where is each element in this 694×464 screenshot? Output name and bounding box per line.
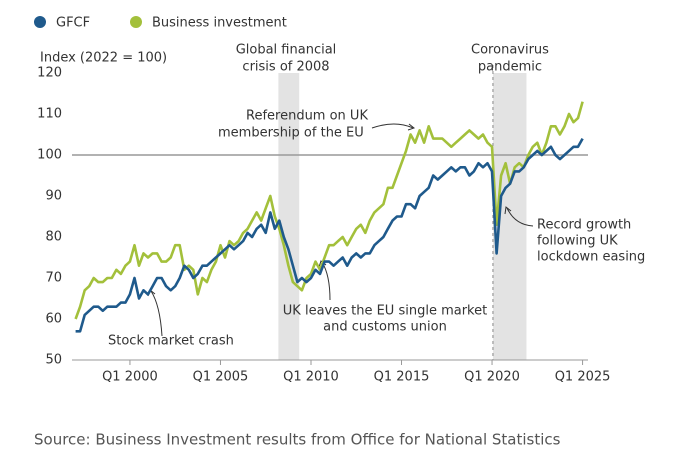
annotation: lockdown easing xyxy=(537,250,645,265)
annotation: Record growth xyxy=(537,218,631,233)
annotation: and customs union xyxy=(323,320,447,335)
x-tick-label: Q1 2025 xyxy=(555,370,611,385)
y-axis-label: Index (2022 = 100) xyxy=(40,51,167,66)
annotation: Stock market crash xyxy=(108,334,234,349)
x-tick-label: Q1 2000 xyxy=(102,370,158,385)
shaded-period xyxy=(278,73,300,360)
legend-label: Business investment xyxy=(152,16,287,31)
arrow xyxy=(506,207,534,227)
series-line xyxy=(75,137,584,333)
legend-marker xyxy=(34,16,46,28)
annotation: crisis of 2008 xyxy=(242,60,329,75)
source: Source: Business Investment results from… xyxy=(34,431,561,449)
annotation: UK leaves the EU single market xyxy=(283,304,487,319)
y-tick-label: 60 xyxy=(45,312,62,327)
series-line xyxy=(74,101,584,320)
legend-marker xyxy=(130,16,142,28)
x-tick-label: Q1 2015 xyxy=(374,370,430,385)
annotation: Referendum on UK xyxy=(246,109,368,124)
arrow xyxy=(371,123,414,129)
annotation: Global financial xyxy=(236,43,337,58)
x-tick-label: Q1 2010 xyxy=(283,370,339,385)
x-tick-label: Q1 2020 xyxy=(464,370,520,385)
y-tick-label: 50 xyxy=(45,353,62,368)
y-tick-label: 120 xyxy=(37,66,62,81)
arrow xyxy=(407,123,416,131)
arrow xyxy=(504,206,512,215)
x-tick-label: Q1 2005 xyxy=(193,370,249,385)
arrow xyxy=(150,290,163,337)
annotation: Coronavirus xyxy=(471,43,549,58)
y-tick-label: 80 xyxy=(45,230,62,245)
y-tick-label: 110 xyxy=(37,107,62,122)
annotation: membership of the EU xyxy=(218,126,364,141)
y-tick-label: 90 xyxy=(45,189,62,204)
annotation: pandemic xyxy=(478,60,542,75)
y-tick-label: 100 xyxy=(37,148,62,163)
legend-label: GFCF xyxy=(56,16,90,31)
y-tick-label: 70 xyxy=(45,271,62,286)
annotation: following UK xyxy=(537,234,618,249)
